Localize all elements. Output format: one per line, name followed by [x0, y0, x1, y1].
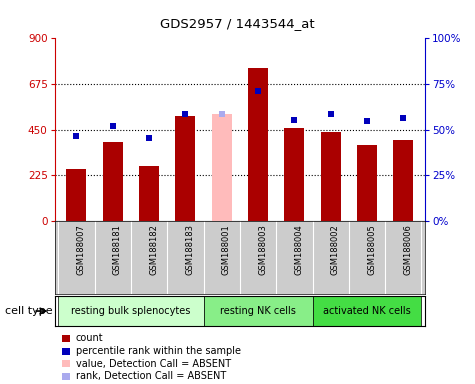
Text: GSM188007: GSM188007 — [76, 224, 86, 275]
Bar — [103, 142, 123, 221]
Bar — [357, 146, 377, 221]
Text: GSM188006: GSM188006 — [403, 224, 412, 275]
Text: resting bulk splenocytes: resting bulk splenocytes — [71, 306, 190, 316]
Point — [181, 111, 189, 117]
Text: GSM188004: GSM188004 — [294, 224, 304, 275]
Text: resting NK cells: resting NK cells — [220, 306, 296, 316]
Text: percentile rank within the sample: percentile rank within the sample — [76, 346, 241, 356]
Text: GSM188001: GSM188001 — [222, 224, 231, 275]
Text: GSM188181: GSM188181 — [113, 224, 122, 275]
Bar — [393, 140, 413, 221]
Text: count: count — [76, 333, 104, 343]
Text: GSM188003: GSM188003 — [258, 224, 267, 275]
Bar — [66, 169, 86, 221]
Bar — [321, 132, 341, 221]
Point — [291, 117, 298, 123]
Bar — [285, 128, 304, 221]
Point — [73, 133, 80, 139]
Text: rank, Detection Call = ABSENT: rank, Detection Call = ABSENT — [76, 371, 226, 381]
Point — [399, 115, 407, 121]
Point — [327, 111, 334, 117]
Point — [109, 123, 116, 129]
Point — [254, 88, 262, 94]
Text: activated NK cells: activated NK cells — [323, 306, 411, 316]
Text: GSM188002: GSM188002 — [331, 224, 340, 275]
Point — [363, 118, 371, 124]
Bar — [204, 296, 313, 326]
Bar — [175, 116, 195, 221]
Text: value, Detection Call = ABSENT: value, Detection Call = ABSENT — [76, 359, 231, 369]
Bar — [248, 68, 268, 221]
Text: GSM188005: GSM188005 — [367, 224, 376, 275]
Bar — [58, 296, 204, 326]
Text: GSM188182: GSM188182 — [149, 224, 158, 275]
Bar — [212, 114, 232, 221]
Text: GDS2957 / 1443544_at: GDS2957 / 1443544_at — [160, 17, 315, 30]
Point — [218, 111, 226, 117]
Point — [145, 135, 153, 141]
Bar — [139, 167, 159, 221]
Text: GSM188183: GSM188183 — [185, 224, 194, 275]
Text: cell type: cell type — [5, 306, 52, 316]
Bar — [313, 296, 421, 326]
